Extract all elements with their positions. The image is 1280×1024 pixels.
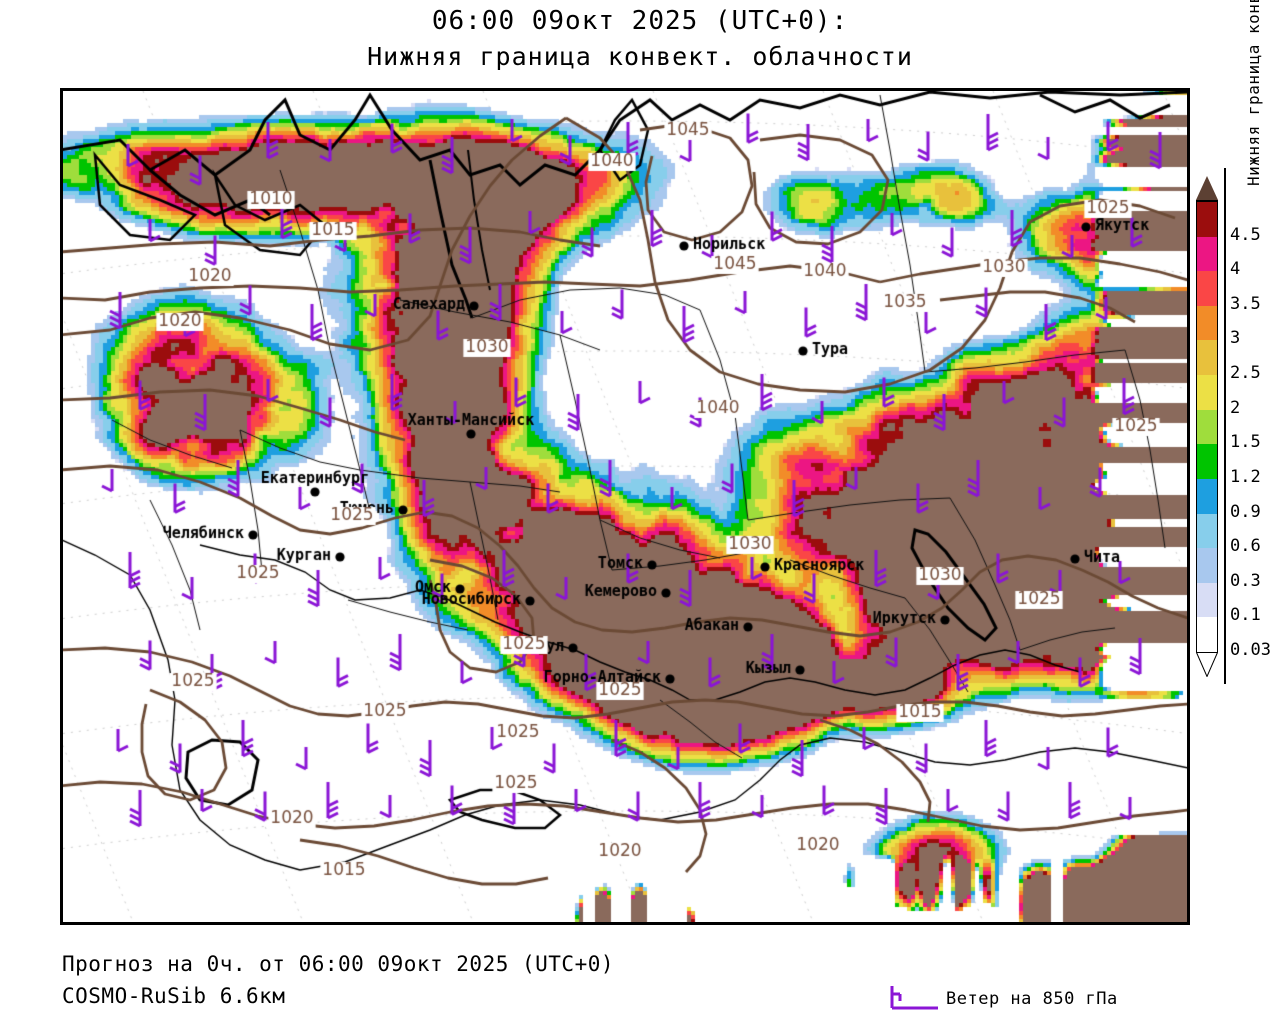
- colorbar-segment: [1197, 408, 1217, 445]
- colorbar-body: [1196, 200, 1218, 652]
- colorbar-tick-label: 0.03: [1230, 640, 1271, 660]
- colorbar-tick-label: 4: [1230, 259, 1241, 280]
- wind-barb-icon: [890, 986, 938, 1010]
- colorbar-segment: [1197, 374, 1217, 410]
- colorbar-tick-label: 3: [1230, 328, 1241, 349]
- weather-map-canvas[interactable]: [63, 91, 1187, 922]
- colorbar-axis-line: [1224, 168, 1226, 684]
- page-title-parameter: Нижняя граница конвект. облачности: [367, 42, 913, 71]
- colorbar-tick-label: 0.9: [1230, 501, 1261, 522]
- colorbar-segment: [1197, 304, 1217, 341]
- colorbar-tick-label: 0.1: [1230, 605, 1261, 626]
- map-frame[interactable]: [60, 88, 1190, 925]
- wind-legend: Ветер на 850 гПа: [878, 982, 1268, 1016]
- colorbar-tick-label: 1.5: [1230, 432, 1261, 453]
- colorbar-segment: [1197, 477, 1217, 514]
- colorbar-segment: [1197, 339, 1217, 376]
- colorbar-tick-label: 0.3: [1230, 570, 1261, 591]
- colorbar-segment: [1197, 616, 1217, 652]
- colorbar-segment: [1197, 270, 1217, 306]
- colorbar-segment: [1197, 512, 1217, 549]
- colorbar-tick-label: 0.6: [1230, 536, 1261, 557]
- colorbar-segment: [1197, 581, 1217, 618]
- colorbar-segment: [1197, 443, 1217, 479]
- colorbar-over-arrow: [1196, 176, 1218, 200]
- colorbar-tick-label: 1.2: [1230, 466, 1261, 487]
- footer-model-line: COSMO-RuSib 6.6км: [62, 984, 286, 1008]
- colorbar-tick-label: 2.5: [1230, 363, 1261, 384]
- colorbar-segment: [1197, 547, 1217, 583]
- footer-forecast-line: Прогноз на 0ч. от 06:00 09окт 2025 (UTC+…: [62, 952, 615, 976]
- page-title-datetime: 06:00 09окт 2025 (UTC+0):: [431, 6, 849, 36]
- colorbar: [1196, 176, 1218, 677]
- colorbar-under-arrow: [1196, 652, 1218, 677]
- colorbar-tick-label: 2: [1230, 397, 1241, 418]
- colorbar-segment: [1197, 235, 1217, 272]
- colorbar-segment: [1197, 201, 1217, 237]
- wind-legend-label: Ветер на 850 гПа: [946, 989, 1118, 1009]
- colorbar-tick-label: 3.5: [1230, 293, 1261, 314]
- colorbar-tick-label: 4.5: [1230, 224, 1261, 245]
- colorbar-title: Нижняя граница конвект. облачности, км: [1244, 0, 1263, 186]
